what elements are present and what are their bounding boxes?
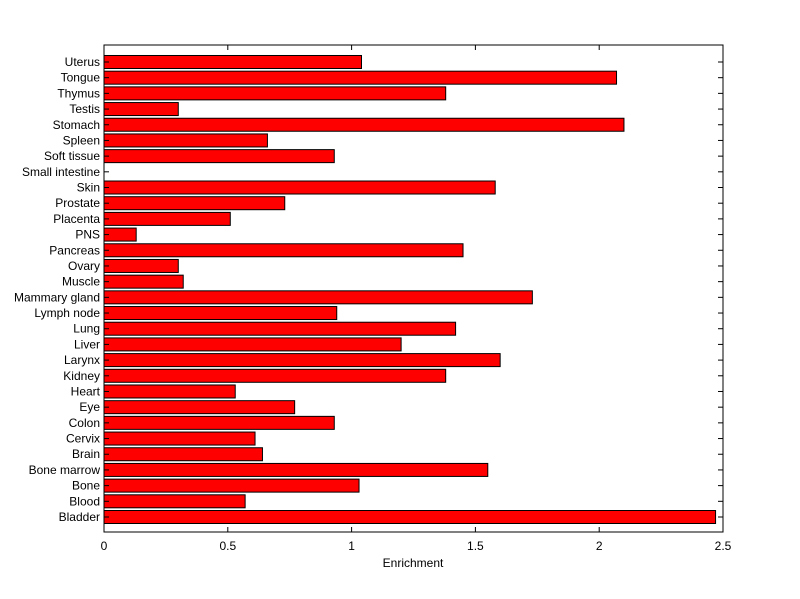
bar-cervix (103, 431, 256, 446)
bar-mammary-gland (103, 290, 533, 305)
y-tick-label-placenta: Placenta (53, 212, 100, 226)
bar-stomach (103, 117, 625, 132)
x-tick-label: 2.5 (715, 539, 732, 553)
bar-brain (103, 447, 263, 462)
y-tick-label-colon: Colon (69, 416, 100, 430)
bar-colon (103, 415, 335, 430)
y-tick-label-thymus: Thymus (57, 86, 100, 100)
bar-placenta (103, 211, 231, 226)
y-tick-label-stomach: Stomach (53, 118, 100, 132)
bar-blood (103, 494, 246, 509)
bar-liver (103, 337, 402, 352)
bar-testis (103, 102, 179, 117)
y-tick-label-small-intestine: Small intestine (22, 165, 100, 179)
y-tick-label-liver: Liver (74, 337, 100, 351)
y-tick-label-skin: Skin (77, 181, 100, 195)
bar-bladder (103, 510, 717, 524)
bar-soft-tissue (103, 149, 335, 164)
bar-bone-marrow (103, 462, 489, 477)
y-tick-label-heart: Heart (71, 384, 101, 398)
y-tick-label-blood: Blood (69, 494, 100, 508)
bar-uterus (103, 54, 362, 69)
y-tick-label-bladder: Bladder (59, 510, 100, 524)
bar-ovary (103, 258, 179, 273)
y-tick-label-uterus: Uterus (65, 55, 100, 69)
y-tick-label-testis: Testis (69, 102, 100, 116)
y-tick-label-ovary: Ovary (68, 259, 100, 273)
y-tick-label-kidney: Kidney (63, 369, 100, 383)
y-tick-label-pns: PNS (75, 228, 100, 242)
y-tick-label-prostate: Prostate (55, 196, 100, 210)
plot-frame (103, 44, 724, 533)
bar-prostate (103, 196, 286, 211)
x-tick-label: 1.5 (467, 539, 484, 553)
y-tick-label-lung: Lung (73, 322, 100, 336)
x-tick-label: 0 (101, 539, 108, 553)
bar-skin (103, 180, 496, 195)
bar-pancreas (103, 243, 464, 258)
y-tick-label-brain: Brain (72, 447, 100, 461)
y-tick-label-spleen: Spleen (63, 133, 100, 147)
ticks-group (103, 45, 724, 532)
y-tick-label-larynx: Larynx (64, 353, 100, 367)
y-tick-label-mammary-gland: Mammary gland (14, 290, 100, 304)
y-tick-label-tongue: Tongue (61, 71, 101, 85)
y-tick-label-bone: Bone (72, 479, 100, 493)
bar-bone (103, 478, 360, 493)
bar-spleen (103, 133, 268, 148)
x-axis-label: Enrichment (383, 556, 444, 570)
bar-lymph-node (103, 306, 338, 321)
y-tick-label-eye: Eye (79, 400, 100, 414)
x-tick-labels: 0 0.5 1 1.5 2 2.5 (101, 539, 732, 553)
bar-thymus (103, 86, 447, 101)
y-tick-label-lymph-node: Lymph node (34, 306, 100, 320)
x-tick-label: 1 (348, 539, 355, 553)
x-tick-label: 2 (596, 539, 603, 553)
y-tick-label-pancreas: Pancreas (49, 243, 100, 257)
y-tick-label-cervix: Cervix (66, 432, 100, 446)
bar-larynx (103, 353, 501, 368)
bar-heart (103, 384, 236, 399)
bar-tongue (103, 70, 618, 85)
bar-kidney (103, 368, 447, 383)
y-tick-label-soft-tissue: Soft tissue (44, 149, 100, 163)
bar-muscle (103, 274, 184, 289)
y-tick-label-bone-marrow: Bone marrow (29, 463, 101, 477)
y-tick-label-muscle: Muscle (62, 275, 100, 289)
bar-eye (103, 400, 296, 415)
x-tick-label: 0.5 (219, 539, 236, 553)
bar-lung (103, 321, 457, 336)
